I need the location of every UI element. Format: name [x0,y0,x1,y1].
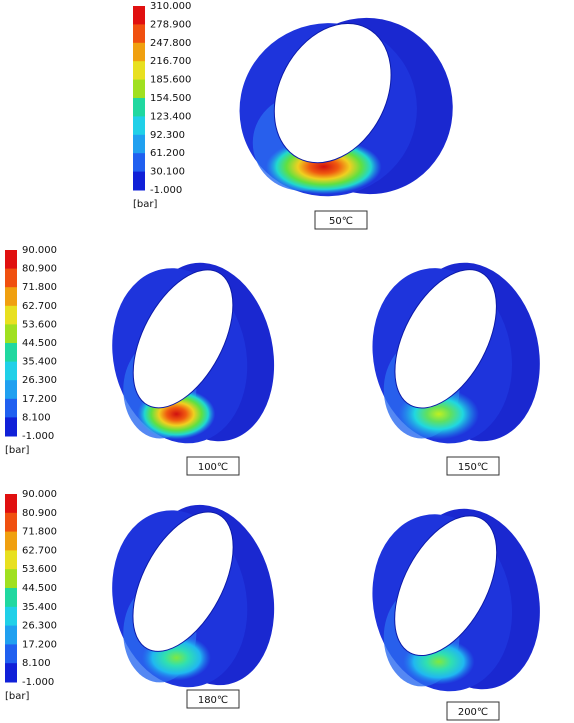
color-swatch [5,250,17,270]
legend-label: 35.400 [22,602,57,613]
color-swatch [5,512,17,533]
legend-unit: [bar] [133,199,157,210]
color-legend: 90.000 80.900 71.800 62.700 53.600 44.500 35.4… [5,245,57,456]
color-swatch [5,287,17,307]
color-swatch [5,343,17,363]
color-swatch [5,606,17,627]
legend-label: 26.300 [22,375,57,386]
caption: 50℃ [329,216,353,227]
color-legend: 310.000 278.900 247.800 216.700 185.600 154.5… [133,1,191,210]
caption: 100℃ [198,462,228,473]
bore [394,269,497,409]
legend-unit: [bar] [5,691,29,702]
caption-box [186,456,240,476]
color-swatch [133,42,145,62]
legend-label: 53.600 [22,564,57,575]
legend-label: 185.600 [150,75,191,86]
bearing-plot [112,262,275,444]
bearing-plot [372,508,540,692]
legend-label: 8.100 [22,412,51,423]
bearing-plot [372,262,540,444]
legend-unit: [bar] [5,445,29,456]
legend-label: 35.400 [22,357,57,368]
bore [132,269,234,409]
color-swatch [133,24,145,44]
color-swatch [5,324,17,344]
color-swatch [133,79,145,99]
bore [273,22,392,164]
legend-label: -1.000 [22,431,54,442]
color-swatch [5,268,17,288]
caption-box [186,689,240,709]
legend-label: 80.900 [22,264,57,275]
legend-label: 62.700 [22,545,57,556]
color-swatch [133,153,145,173]
legend-label: 247.800 [150,38,191,49]
color-swatch [5,550,17,570]
legend-label: -1.000 [150,185,182,196]
color-swatch [5,305,17,325]
legend-label: 92.300 [150,130,185,141]
color-swatch [133,6,145,25]
legend-label: 80.900 [22,508,57,519]
legend-label: 216.700 [150,56,191,67]
legend-label: -1.000 [22,677,54,688]
legend-label: 61.200 [150,148,185,159]
caption-box [446,456,500,476]
legend-label: 17.200 [22,394,57,405]
color-swatch [5,588,17,608]
color-swatch [133,134,145,154]
color-swatch [5,663,17,683]
bearing-plot [112,504,275,688]
caption-box [314,210,368,230]
bore [132,511,234,652]
legend-label: 71.800 [22,527,57,538]
legend-label: 310.000 [150,1,191,12]
color-swatch [5,494,17,514]
bearing-plot [239,17,453,197]
color-swatch [5,380,17,400]
color-swatch [5,361,17,381]
legend-label: 44.500 [22,583,57,594]
color-swatch [5,398,17,418]
legend-label: 90.000 [22,245,57,256]
caption: 200℃ [458,707,488,718]
caption-box [446,701,500,721]
color-swatch [5,531,17,551]
legend-label: 71.800 [22,282,57,293]
color-swatch [5,569,17,589]
legend-label: 17.200 [22,639,57,650]
caption: 150℃ [458,462,488,473]
color-swatch [133,98,145,117]
legend-label: 44.500 [22,338,57,349]
legend-label: 62.700 [22,301,57,312]
legend-label: 53.600 [22,319,57,330]
color-swatch [5,417,17,437]
color-swatch [5,625,17,645]
color-swatch [133,171,145,191]
color-legend: 90.000 80.900 71.800 62.700 53.600 44.500 35.4… [5,489,57,702]
bore [394,515,498,657]
legend-label: 8.100 [22,658,51,669]
legend-label: 123.400 [150,111,191,122]
legend-label: 30.100 [150,167,185,178]
caption: 180℃ [198,695,228,706]
legend-label: 154.500 [150,93,191,104]
legend-label: 278.900 [150,19,191,30]
legend-label: 90.000 [22,489,57,500]
legend-label: 26.300 [22,621,57,632]
color-swatch [133,61,145,81]
color-swatch [5,644,17,664]
color-swatch [133,116,145,136]
